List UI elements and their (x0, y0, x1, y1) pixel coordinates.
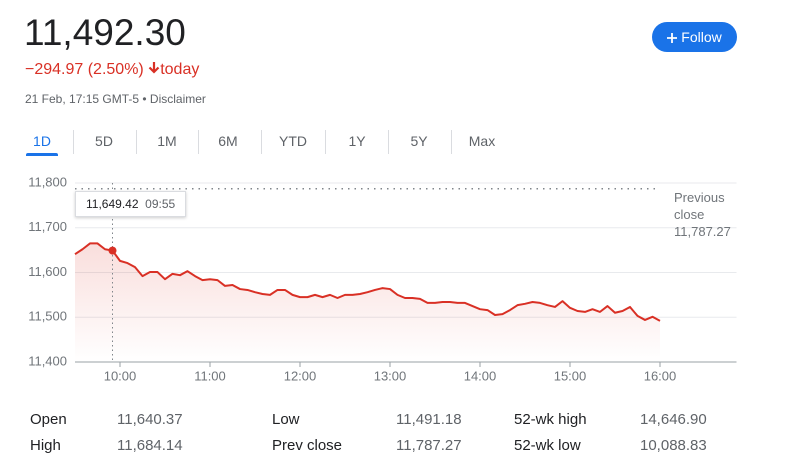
tab-divider (388, 130, 389, 154)
timestamp[interactable]: 21 Feb, 17:15 GMT-5 • Disclaimer (25, 92, 206, 106)
tab[interactable]: 1M (157, 133, 177, 149)
x-tick-label: 11:00 (194, 368, 226, 383)
x-tick-label: 15:00 (554, 368, 587, 383)
stat-value: 11,684.14 (117, 437, 183, 454)
tooltip: 11,649.42 09:55 (75, 191, 187, 217)
stat-label: Prev close (272, 437, 343, 454)
tab-divider (197, 130, 199, 154)
tooltip-time: 09:55 (145, 197, 176, 211)
stat-label: 52-wk high (514, 411, 587, 428)
stat-label: Open (30, 411, 67, 428)
follow-button[interactable]: Follow (652, 22, 737, 52)
x-tick-label: 10:00 (104, 368, 137, 383)
change-period: today (160, 61, 200, 78)
stat-label: High (30, 437, 61, 454)
tab[interactable]: 1D (33, 133, 51, 149)
price-line (74, 242, 661, 322)
chart: 11,400 11,500 11,600 11,700 11,800 10:00 11:00… (28, 174, 737, 383)
hover-marker (108, 246, 117, 255)
tab[interactable]: 5Y (410, 133, 428, 149)
y-tick-label: 11,500 (28, 309, 67, 324)
tab-divider (325, 130, 326, 154)
change: −294.97 (2.50%) (25, 61, 144, 78)
tab[interactable]: 5D (95, 133, 113, 149)
stat-label: 52-wk low (514, 437, 581, 454)
tab[interactable]: YTD (279, 133, 307, 149)
follow-label: Follow (681, 29, 722, 45)
stat-value: 11,640.37 (117, 411, 183, 428)
x-tick-label: 16:00 (644, 368, 677, 383)
plus-icon (667, 33, 678, 43)
previous-close-value: 11,787.27 (674, 224, 731, 239)
change-row: −294.97 (2.50%) today (25, 61, 199, 79)
stat-value: 10,088.83 (640, 437, 707, 454)
stat-value: 11,787.27 (396, 437, 462, 454)
area (75, 243, 660, 362)
y-tick-label: 11,400 (28, 353, 67, 368)
tooltip-value: 11,649.42 (86, 197, 139, 211)
down-arrow (148, 62, 160, 74)
y-tick-label: 11,600 (28, 264, 67, 279)
x-tick-label: 13:00 (374, 368, 407, 383)
y-tick-label: 11,800 (28, 174, 67, 189)
y-tick-label: 11,700 (28, 219, 67, 234)
stat-value: 14,646.90 (640, 411, 707, 428)
tab-underline (26, 153, 58, 156)
tab[interactable]: 6M (218, 133, 238, 149)
x-tick-label: 12:00 (284, 368, 317, 383)
tab[interactable]: 1Y (348, 133, 366, 149)
tab-divider (450, 130, 452, 154)
stat-value: 11,491.18 (396, 411, 462, 428)
previous-close-label: Previous close 11,787.27 (674, 189, 744, 240)
tab-divider (260, 130, 262, 154)
previous-close-text: Previous close (674, 190, 725, 222)
tab-divider (73, 130, 74, 154)
price: 11,492.30 (24, 12, 186, 53)
stat-label: Low (272, 411, 300, 428)
tab-divider (135, 130, 137, 154)
x-tick-label: 14:00 (464, 368, 497, 383)
tab[interactable]: Max (468, 133, 496, 149)
